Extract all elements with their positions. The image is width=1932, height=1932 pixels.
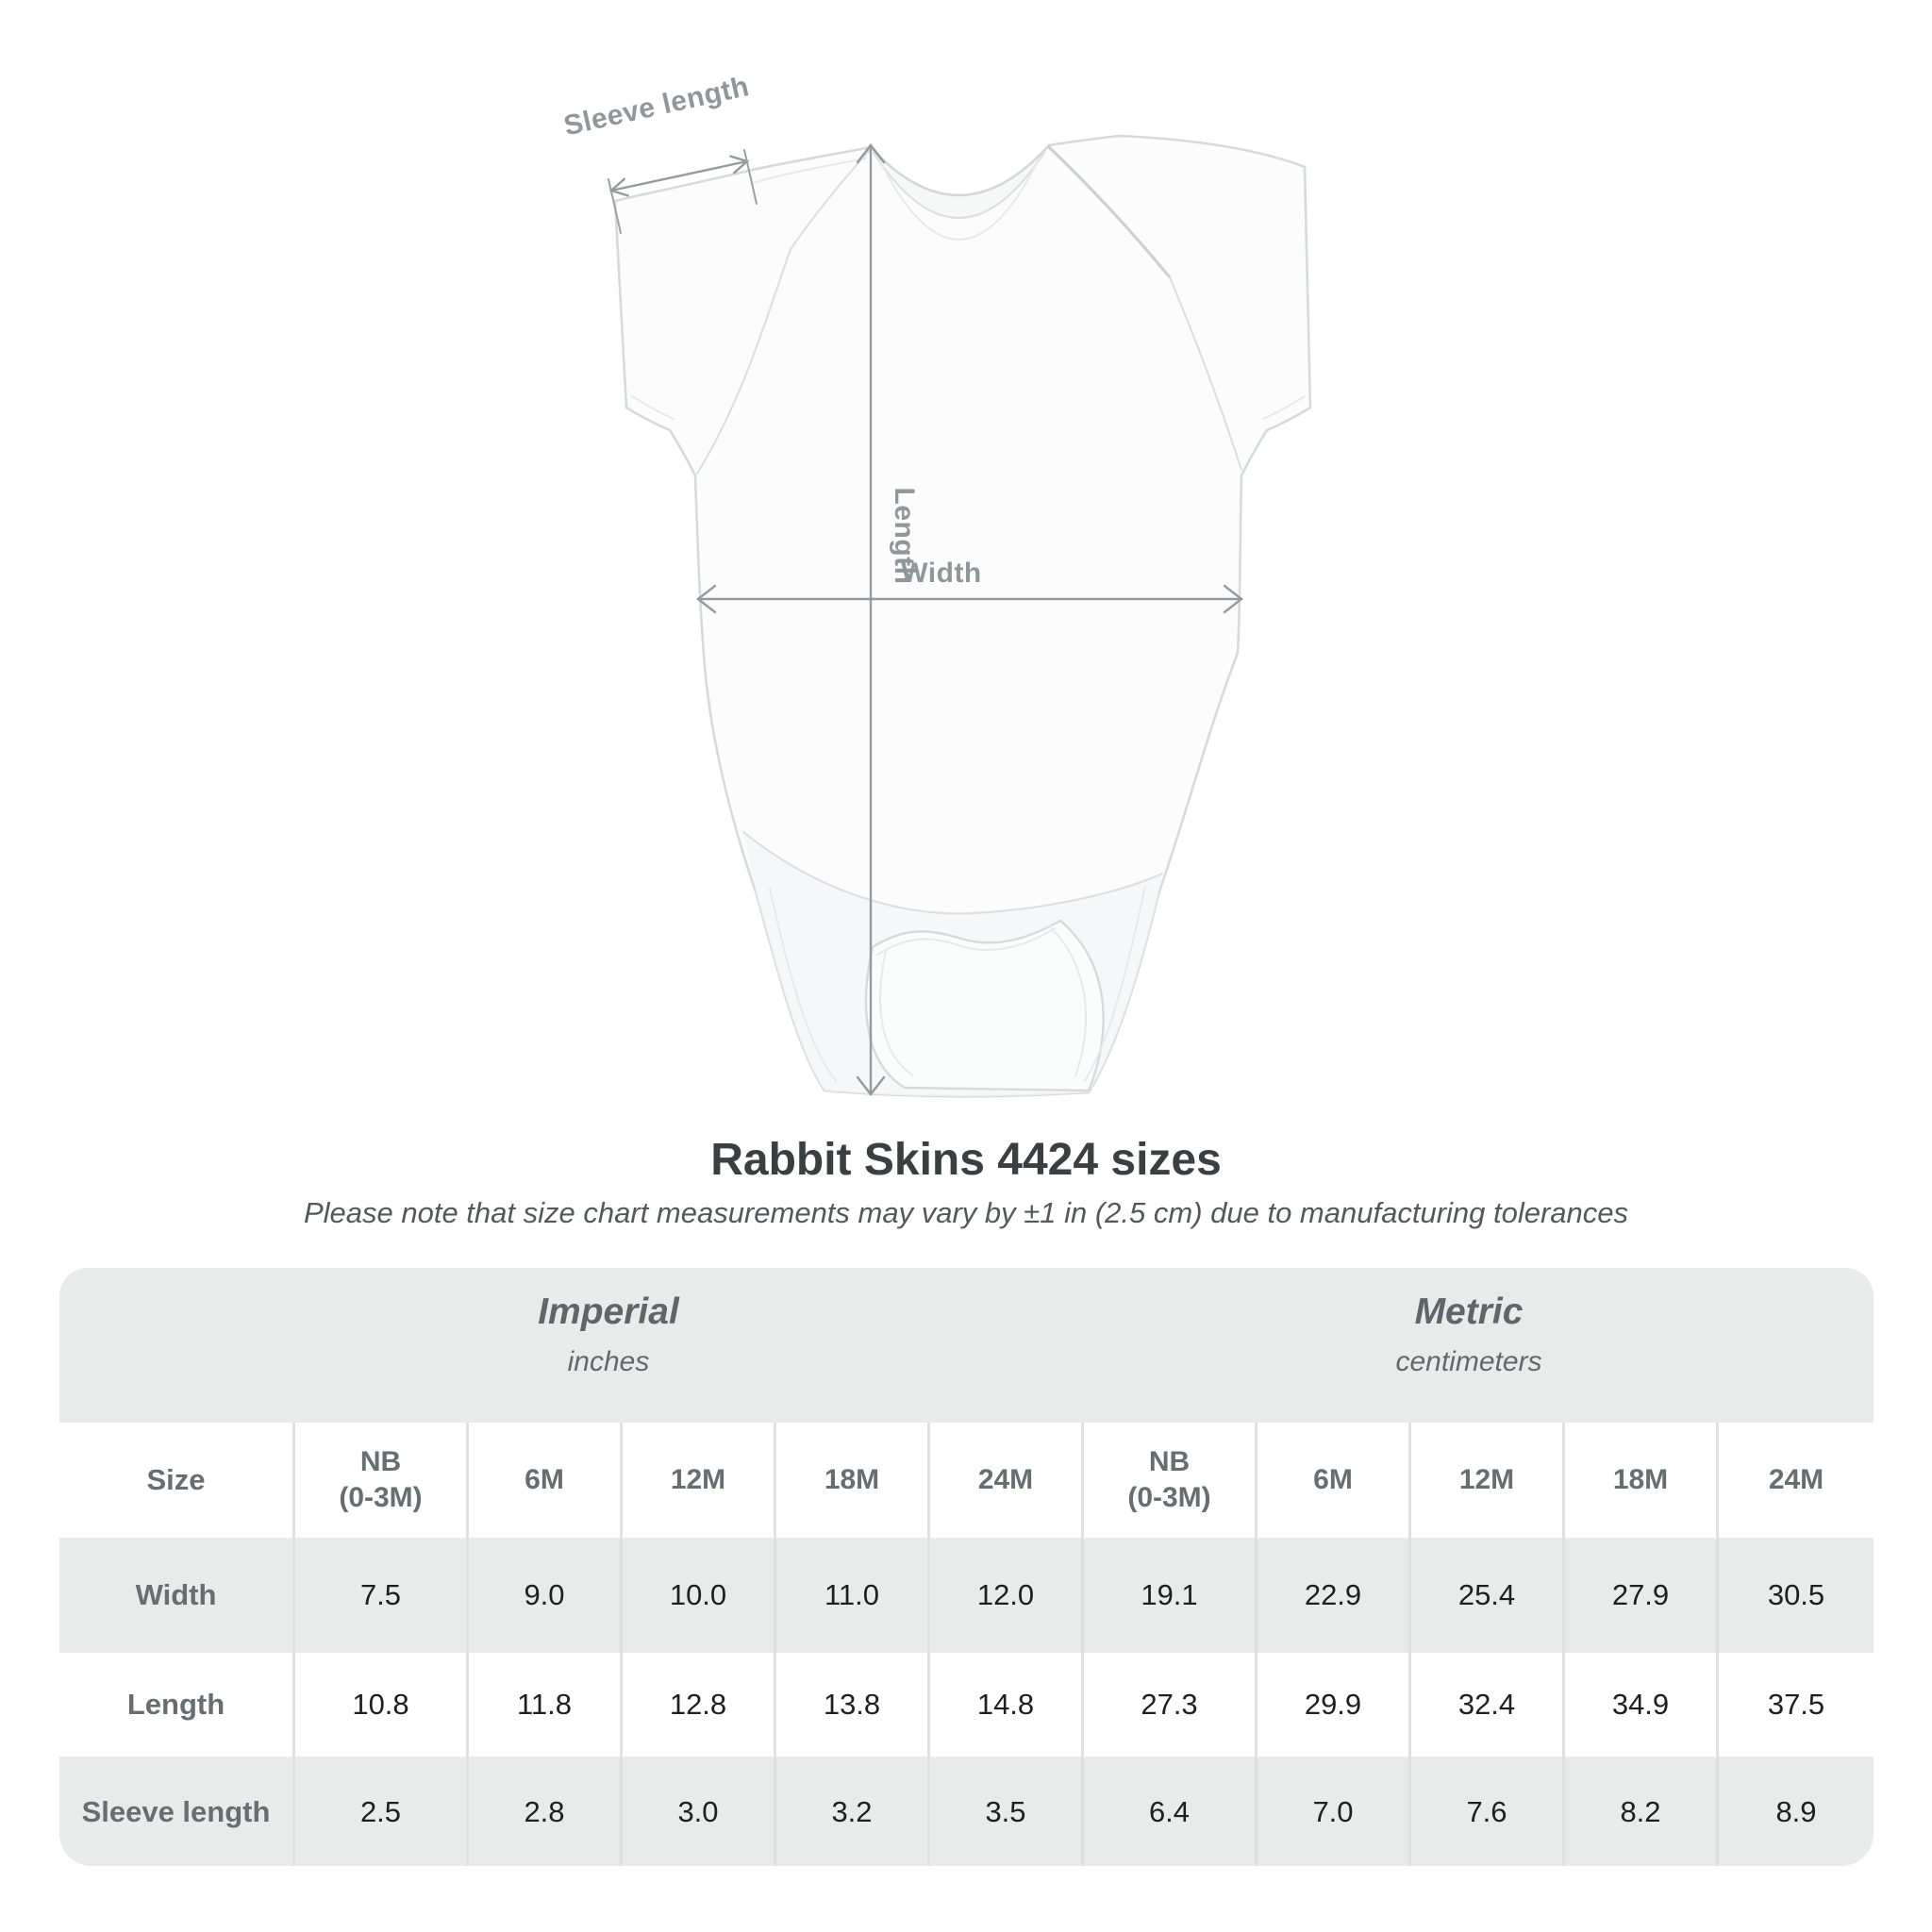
value-cell: 27.3 [1081, 1653, 1255, 1757]
right-leg-binding [1084, 886, 1146, 1082]
row-label: Length [126, 1688, 225, 1721]
width-arrow-left-icon [696, 584, 717, 614]
value-cell: 7.6 [1408, 1757, 1562, 1866]
size-col-header: 6M [466, 1423, 620, 1538]
size-col-header: 6M [1255, 1423, 1408, 1538]
table-row-length: Length 10.8 11.8 12.8 13.8 14.8 27.3 29.… [59, 1653, 1874, 1757]
left-cuff-hem [631, 395, 675, 420]
imperial-title: Imperial [538, 1291, 679, 1332]
value-cell: 2.5 [292, 1757, 466, 1866]
size-col-header: 12M [620, 1423, 774, 1538]
value-cell: 11.0 [774, 1538, 927, 1653]
right-armhole-seam [1168, 275, 1243, 472]
value-cell: 22.9 [1255, 1538, 1408, 1653]
size-table-grid: Size NB (0-3M) 6M 12M 18M 24M NB (0-3M) … [59, 1423, 1874, 1866]
value-cell: 3.2 [774, 1757, 927, 1866]
size-col-header: NB (0-3M) [1081, 1423, 1255, 1538]
crotch-flap [864, 919, 1105, 1092]
bodysuit-illustration: Length Width Sleeve length [561, 71, 1312, 1098]
unit-group-band: Imperial inches Metric centimeters [59, 1268, 1874, 1423]
size-col-header: 12M [1408, 1423, 1562, 1538]
value-cell: 7.0 [1255, 1757, 1408, 1866]
value-cell: 30.5 [1716, 1538, 1874, 1653]
value-cell: 7.5 [292, 1538, 466, 1653]
size-col-header: 24M [1716, 1423, 1874, 1538]
sleeve-tick-right [743, 149, 758, 205]
front-hem-line [741, 830, 1164, 915]
imperial-header-group: Imperial inches [538, 1291, 679, 1379]
imperial-unit: inches [567, 1346, 650, 1377]
value-cell: 10.0 [620, 1538, 774, 1653]
collar-mid-line [872, 149, 1047, 219]
value-cell: 8.2 [1562, 1757, 1716, 1866]
length-arrow-top-icon [856, 143, 886, 164]
value-cell: 12.8 [620, 1653, 774, 1757]
value-cell: 3.0 [620, 1757, 774, 1866]
value-cell: 19.1 [1081, 1538, 1255, 1653]
row-label: Width [135, 1578, 217, 1611]
value-cell: 12.0 [927, 1538, 1081, 1653]
value-cell: 3.5 [927, 1757, 1081, 1866]
flap-binding-top [876, 927, 1056, 956]
size-col-header: 24M [927, 1423, 1081, 1538]
value-cell: 37.5 [1716, 1653, 1874, 1757]
width-arrow-right-icon [1223, 584, 1243, 614]
sleeve-length-label: Sleeve length [561, 71, 752, 142]
value-cell: 6.4 [1081, 1757, 1255, 1866]
metric-title: Metric [1414, 1291, 1524, 1332]
row-label: Sleeve length [81, 1795, 271, 1828]
length-label: Length [889, 488, 920, 585]
value-cell: 14.8 [927, 1653, 1081, 1757]
table-corner-label: Size [146, 1463, 206, 1496]
length-arrow-bottom-icon [856, 1075, 886, 1096]
metric-header-group: Metric centimeters [1395, 1291, 1541, 1379]
table-header-row: Size NB (0-3M) 6M 12M 18M 24M NB (0-3M) … [59, 1423, 1874, 1538]
value-cell: 10.8 [292, 1653, 466, 1757]
size-table: Imperial inches Metric centimeters Size … [59, 1268, 1874, 1866]
value-cell: 11.8 [466, 1653, 620, 1757]
size-col-header: 18M [774, 1423, 927, 1538]
page-title: Rabbit Skins 4424 sizes [710, 1135, 1222, 1185]
value-cell: 34.9 [1562, 1653, 1716, 1757]
value-cell: 32.4 [1408, 1653, 1562, 1757]
tolerance-note: Please note that size chart measurements… [303, 1196, 1629, 1229]
flap-binding-right [1048, 925, 1088, 1076]
table-row-sleeve-length: Sleeve length 2.5 2.8 3.0 3.2 3.5 6.4 7.… [59, 1757, 1874, 1866]
value-cell: 9.0 [466, 1538, 620, 1653]
collar-inner-line [878, 157, 1041, 241]
value-cell: 29.9 [1255, 1653, 1408, 1757]
value-cell: 27.9 [1562, 1538, 1716, 1653]
left-leg-binding [769, 888, 837, 1082]
value-cell: 8.9 [1716, 1757, 1874, 1866]
right-cuff-hem [1262, 395, 1306, 420]
collar-outer-line [869, 143, 1051, 197]
width-label: Width [901, 558, 982, 589]
table-row-width: Width 7.5 9.0 10.0 11.0 12.0 19.1 22.9 2… [59, 1538, 1874, 1653]
left-shoulder-band [752, 158, 867, 184]
value-cell: 13.8 [774, 1653, 927, 1757]
sleeve-tick-left [608, 178, 622, 234]
size-col-header: 18M [1562, 1423, 1716, 1538]
metric-unit: centimeters [1395, 1346, 1542, 1377]
value-cell: 25.4 [1408, 1538, 1562, 1653]
sleeve-measure-line [609, 159, 749, 192]
size-col-header: NB (0-3M) [292, 1423, 466, 1538]
flap-binding-left [879, 950, 914, 1076]
value-cell: 2.8 [466, 1757, 620, 1866]
right-envelope-edge [1047, 145, 1172, 279]
left-armhole-seam [695, 247, 792, 475]
